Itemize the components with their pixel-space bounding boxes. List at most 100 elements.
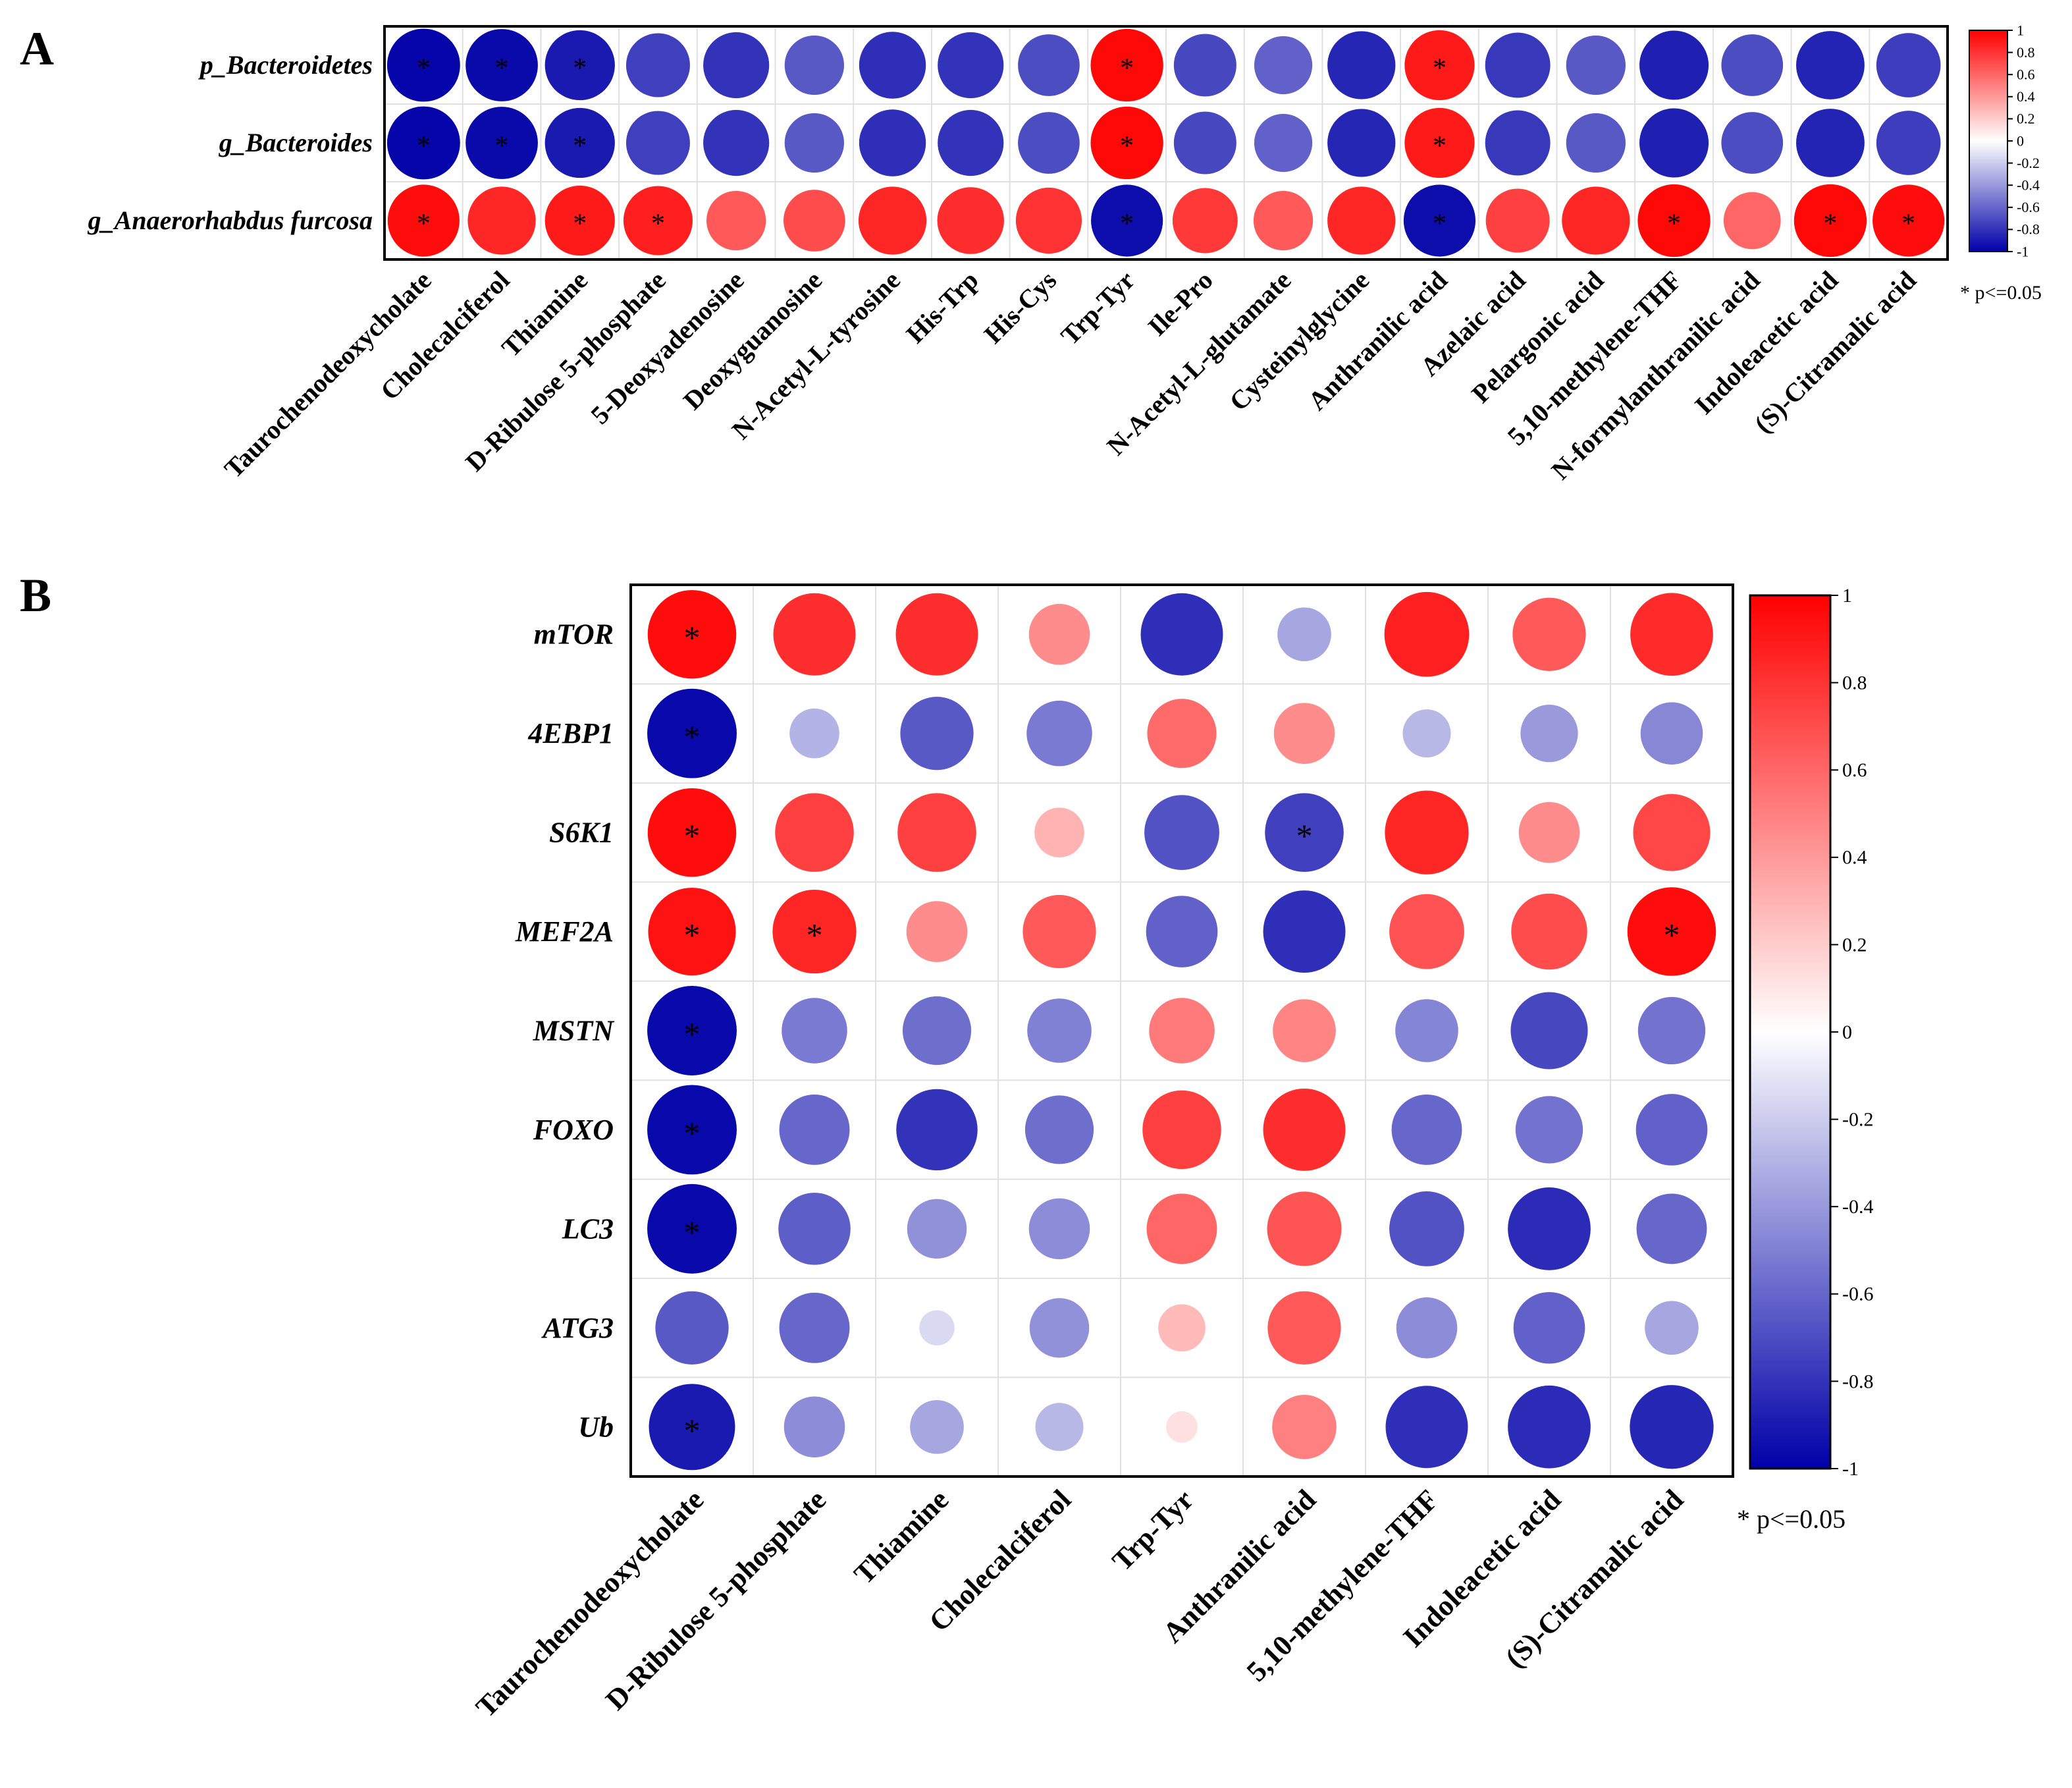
- panel-a-colorbar: [1969, 30, 2008, 252]
- row-label-g-bacteroides: g_Bacteroides: [219, 128, 373, 157]
- panel-b-label: B: [20, 569, 51, 622]
- cell-circle-mstn-indoleacetic-acid: [1510, 992, 1588, 1070]
- cell-circle-p-bacteroidetes-cholecalciferol: [465, 29, 538, 101]
- significance-star: *: [1901, 209, 1915, 239]
- cell-circle-p-bacteroidetes-deoxyguanosine: [784, 35, 844, 95]
- cell-circle-4ebp1-indoleacetic-acid: [1520, 705, 1578, 763]
- cell-circle-g-bacteroides-n-formylanthranilic-acid: [1721, 112, 1784, 174]
- column-label-indoleacetic-acid: Indoleacetic acid: [1689, 265, 1844, 420]
- cell-circle-mstn-thiamine: [902, 996, 972, 1066]
- cell-circle-p-bacteroidetes-pelargonic-acid: [1566, 35, 1626, 95]
- cell-circle-g-bacteroides-n-acetyl-l-glutamate: [1254, 113, 1313, 173]
- cell-circle-g-bacteroides-5-deoxyadenosine: [703, 109, 770, 176]
- cell-circle-mstn-s-citramalic-acid: [1637, 996, 1706, 1065]
- column-label-ile-pro: Ile-Pro: [1142, 265, 1219, 342]
- cell-circle-atg3-d-ribulose-5-phosphate: [779, 1292, 850, 1363]
- significance-star: *: [684, 817, 701, 854]
- cell-circle-atg3-cholecalciferol: [1029, 1298, 1090, 1358]
- significance-star: *: [684, 718, 701, 755]
- column-label-taurochenodeoxycholate: Taurochenodeoxycholate: [469, 1483, 710, 1723]
- column-label-his-trp: His-Trp: [900, 265, 984, 349]
- colorbar-tick-label: 0: [2017, 132, 2024, 149]
- column-label-pelargonic-acid: Pelargonic acid: [1466, 265, 1609, 409]
- cell-circle-p-bacteroidetes-trp-tyr: [1090, 28, 1163, 102]
- colorbar-tick-label: 0.6: [1842, 759, 1867, 781]
- cell-circle-4ebp1-cholecalciferol: [1026, 700, 1092, 767]
- cell-circle-g-anaerorhabdus-furcosa-anthranilic-acid: [1403, 184, 1476, 257]
- row-label-s6k1: S6K1: [549, 817, 614, 849]
- cell-circle-ub-indoleacetic-acid: [1508, 1385, 1591, 1469]
- significance-star: *: [1120, 131, 1134, 161]
- panel-b-footnote: * p<=0.05: [1737, 1504, 1846, 1534]
- cell-circle-g-anaerorhabdus-furcosa-his-trp: [937, 187, 1004, 254]
- cell-circle-p-bacteroidetes-thiamine: [545, 30, 615, 101]
- significance-star: *: [684, 619, 701, 656]
- cell-circle-mtor-indoleacetic-acid: [1512, 597, 1586, 671]
- cell-circle-atg3-anthranilic-acid: [1267, 1291, 1341, 1365]
- row-label-p-bacteroidetes: p_Bacteroidetes: [198, 50, 373, 80]
- cell-circle-g-anaerorhabdus-furcosa-his-cys: [1015, 187, 1082, 254]
- cell-circle-g-anaerorhabdus-furcosa-cholecalciferol: [467, 186, 536, 255]
- cell-circle-mef2a-thiamine: [906, 901, 968, 962]
- cell-circle-ub-trp-tyr: [1166, 1411, 1198, 1443]
- cell-circle-atg3-5-10-methylene-thf: [1396, 1297, 1458, 1359]
- cell-circle-g-bacteroides-5-10-methylene-thf: [1639, 108, 1709, 178]
- cell-circle-s6k1-thiamine: [897, 793, 976, 872]
- cell-circle-mef2a-d-ribulose-5-phosphate: [772, 889, 857, 974]
- column-label-trp-tyr: Trp-Tyr: [1106, 1483, 1200, 1577]
- cell-circle-lc3-trp-tyr: [1146, 1193, 1217, 1264]
- cell-circle-foxo-taurochenodeoxycholate: [647, 1085, 737, 1175]
- cell-circle-s6k1-taurochenodeoxycholate: [647, 788, 737, 877]
- colorbar-tick-label: 0.4: [2017, 88, 2035, 105]
- colorbar-tick-label: 0.4: [1842, 847, 1867, 869]
- cell-circle-g-bacteroides-taurochenodeoxycholate: [386, 106, 460, 180]
- significance-star: *: [1120, 209, 1134, 239]
- cell-circle-g-anaerorhabdus-furcosa-d-ribulose-5-phosphate: [623, 186, 693, 256]
- cell-circle-mstn-taurochenodeoxycholate: [647, 986, 737, 1075]
- cell-circle-lc3-cholecalciferol: [1028, 1198, 1090, 1260]
- colorbar-tick-label: 0.8: [2017, 44, 2035, 61]
- panel-b-colorbar: [1749, 594, 1832, 1470]
- cell-circle-mstn-5-10-methylene-thf: [1395, 999, 1458, 1062]
- cell-circle-p-bacteroidetes-n-formylanthranilic-acid: [1721, 34, 1784, 96]
- cell-circle-atg3-trp-tyr: [1158, 1304, 1206, 1352]
- cell-circle-mef2a-cholecalciferol: [1023, 894, 1096, 969]
- cell-circle-g-bacteroides-n-acetyl-l-tyrosine: [859, 109, 926, 176]
- significance-star: *: [807, 917, 823, 954]
- cell-circle-ub-5-10-methylene-thf: [1385, 1386, 1468, 1469]
- cell-circle-atg3-thiamine: [919, 1310, 955, 1346]
- panel-a-circles: * * * * * * * * * * * * * * * * * *: [386, 28, 1945, 257]
- cell-circle-g-bacteroides-ile-pro: [1173, 111, 1236, 175]
- cell-circle-foxo-thiamine: [896, 1089, 978, 1171]
- cell-circle-g-anaerorhabdus-furcosa-indoleacetic-acid: [1793, 184, 1867, 257]
- cell-circle-4ebp1-taurochenodeoxycholate: [647, 688, 737, 778]
- cell-circle-p-bacteroidetes-d-ribulose-5-phosphate: [625, 33, 690, 97]
- colorbar-tick-label: 0: [1842, 1021, 1852, 1043]
- cell-circle-g-anaerorhabdus-furcosa-n-acetyl-l-glutamate: [1253, 190, 1314, 251]
- cell-circle-4ebp1-anthranilic-acid: [1273, 703, 1335, 764]
- cell-circle-ub-d-ribulose-5-phosphate: [784, 1396, 845, 1458]
- significance-star: *: [1664, 917, 1680, 954]
- colorbar-tick-label: 0.6: [2017, 66, 2035, 82]
- cell-circle-foxo-d-ribulose-5-phosphate: [779, 1094, 850, 1165]
- cell-circle-atg3-indoleacetic-acid: [1513, 1292, 1585, 1364]
- cell-circle-4ebp1-s-citramalic-acid: [1640, 702, 1703, 765]
- cell-circle-g-anaerorhabdus-furcosa-thiamine: [545, 185, 615, 256]
- cell-circle-s6k1-5-10-methylene-thf: [1385, 790, 1469, 875]
- cell-circle-4ebp1-thiamine: [900, 697, 974, 771]
- cell-circle-g-bacteroides-his-trp: [938, 109, 1004, 176]
- cell-circle-g-bacteroides-s-citramalic-acid: [1876, 111, 1941, 175]
- panel-a: A * * * * * * * * * * * * * * * * * * p_Bacteroidetes g_Ba…: [20, 22, 2042, 485]
- cell-circle-foxo-trp-tyr: [1142, 1090, 1221, 1170]
- row-label-atg3: ATG3: [541, 1312, 614, 1344]
- cell-circle-g-bacteroides-deoxyguanosine: [784, 113, 844, 173]
- panel-b-frame: [629, 583, 1734, 1478]
- cell-circle-mstn-d-ribulose-5-phosphate: [782, 998, 847, 1064]
- cell-circle-mef2a-anthranilic-acid: [1263, 890, 1346, 973]
- cell-circle-mef2a-trp-tyr: [1146, 896, 1218, 967]
- cell-circle-4ebp1-d-ribulose-5-phosphate: [789, 708, 839, 759]
- significance-star: *: [684, 1016, 701, 1052]
- cell-circle-p-bacteroidetes-azelaic-acid: [1485, 32, 1551, 98]
- column-label-his-cys: His-Cys: [978, 265, 1063, 350]
- panel-a-column-labels: TaurochenodeoxycholateCholecalciferolThi…: [219, 265, 1922, 485]
